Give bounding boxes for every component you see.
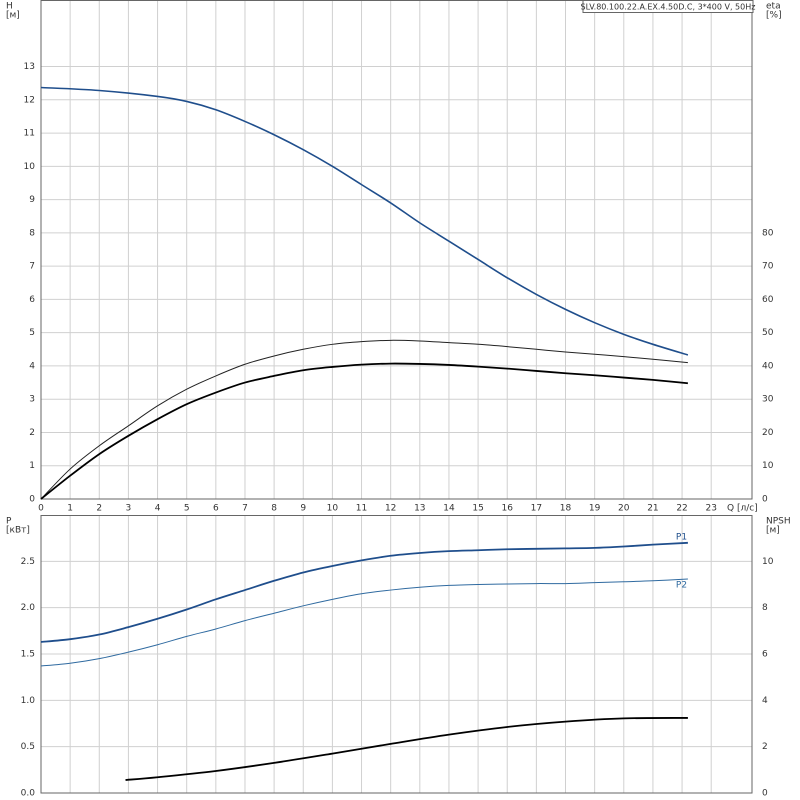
curve [40, 578, 688, 667]
curve [125, 717, 688, 781]
x-tick-label: 0 [38, 504, 44, 514]
y-tick-label: 5 [29, 328, 35, 338]
y2-tick-label: 30 [762, 395, 774, 405]
plot-frame [40, 0, 753, 500]
y2-tick-label: 0 [762, 789, 768, 799]
y-tick-label: 13 [24, 62, 35, 72]
x-tick-label: 13 [414, 504, 425, 514]
y-axis-unit: [м] [6, 11, 20, 21]
y-axis-label: H [6, 2, 13, 12]
y2-tick-label: 20 [762, 428, 774, 438]
series-label: P1 [676, 532, 687, 542]
y2-tick-label: 10 [762, 461, 774, 471]
title-box [582, 0, 754, 13]
y2-tick-label: 50 [762, 328, 774, 338]
y2-axis-label: NPSH [766, 517, 791, 527]
y2-tick-label: 6 [762, 650, 768, 660]
x-tick-label: 4 [155, 504, 161, 514]
curve [40, 86, 689, 356]
x-tick-label: 14 [443, 504, 455, 514]
x-tick-label: 9 [300, 504, 306, 514]
y-tick-label: 10 [24, 162, 36, 172]
x-tick-label: 19 [589, 504, 601, 514]
y-tick-label: 2.5 [21, 557, 35, 567]
x-tick-label: 2 [96, 504, 102, 514]
x-tick-label: 5 [184, 504, 190, 514]
y-tick-label: 6 [29, 295, 35, 305]
y2-tick-label: 80 [762, 228, 774, 238]
curve [40, 541, 688, 643]
y2-tick-label: 0 [762, 495, 768, 505]
y-tick-label: 8 [29, 228, 35, 238]
x-tick-label: 10 [327, 504, 339, 514]
x-tick-label: 23 [705, 504, 716, 514]
x-tick-label: 21 [647, 504, 658, 514]
y-axis-label: P [6, 517, 12, 527]
x-tick-label: 18 [560, 504, 572, 514]
y2-axis-label: eta [766, 2, 781, 12]
y-tick-label: 1.5 [21, 650, 35, 660]
y2-tick-label: 10 [762, 557, 774, 567]
y-tick-label: 9 [29, 195, 35, 205]
y-tick-label: 1 [29, 461, 35, 471]
plot-frame [40, 515, 753, 794]
y-tick-label: 3 [29, 395, 35, 405]
x-tick-label: 3 [126, 504, 132, 514]
x-tick-label: 17 [531, 504, 542, 514]
series-label: P2 [676, 580, 687, 590]
curve [40, 362, 688, 500]
y2-tick-label: 8 [762, 603, 768, 613]
y-tick-label: 4 [29, 361, 35, 371]
x-tick-label: 12 [385, 504, 396, 514]
y2-tick-label: 70 [762, 262, 774, 272]
y2-tick-label: 60 [762, 295, 774, 305]
y-tick-label: 0.5 [21, 742, 35, 752]
curve [40, 339, 688, 500]
x-tick-label: 1 [67, 504, 73, 514]
x-tick-label: 7 [242, 504, 248, 514]
x-tick-label: 6 [213, 504, 219, 514]
y-tick-label: 0 [29, 495, 35, 505]
y-axis-unit: [кВт] [6, 526, 30, 536]
x-axis-label: Q [л/с] [727, 504, 758, 514]
y2-tick-label: 2 [762, 742, 768, 752]
x-tick-label: 20 [618, 504, 630, 514]
y2-tick-label: 4 [762, 696, 768, 706]
y-tick-label: 11 [24, 129, 35, 139]
x-tick-label: 22 [676, 504, 687, 514]
x-tick-label: 11 [356, 504, 367, 514]
x-tick-label: 15 [472, 504, 483, 514]
y-tick-label: 0.0 [21, 789, 36, 799]
x-tick-label: 16 [502, 504, 514, 514]
y-tick-label: 2.0 [21, 603, 36, 613]
y2-tick-label: 40 [762, 361, 774, 371]
y2-axis-unit: [м] [766, 526, 780, 536]
y-tick-label: 7 [29, 262, 35, 272]
y-tick-label: 2 [29, 428, 35, 438]
y2-axis-unit: [%] [766, 11, 782, 21]
x-tick-label: 8 [271, 504, 277, 514]
chart-title: SLV.80.100.22.A.EX.4.50D.C, 3*400 V, 50H… [581, 3, 756, 12]
y-tick-label: 1.0 [21, 696, 36, 706]
y-tick-label: 12 [24, 95, 35, 105]
